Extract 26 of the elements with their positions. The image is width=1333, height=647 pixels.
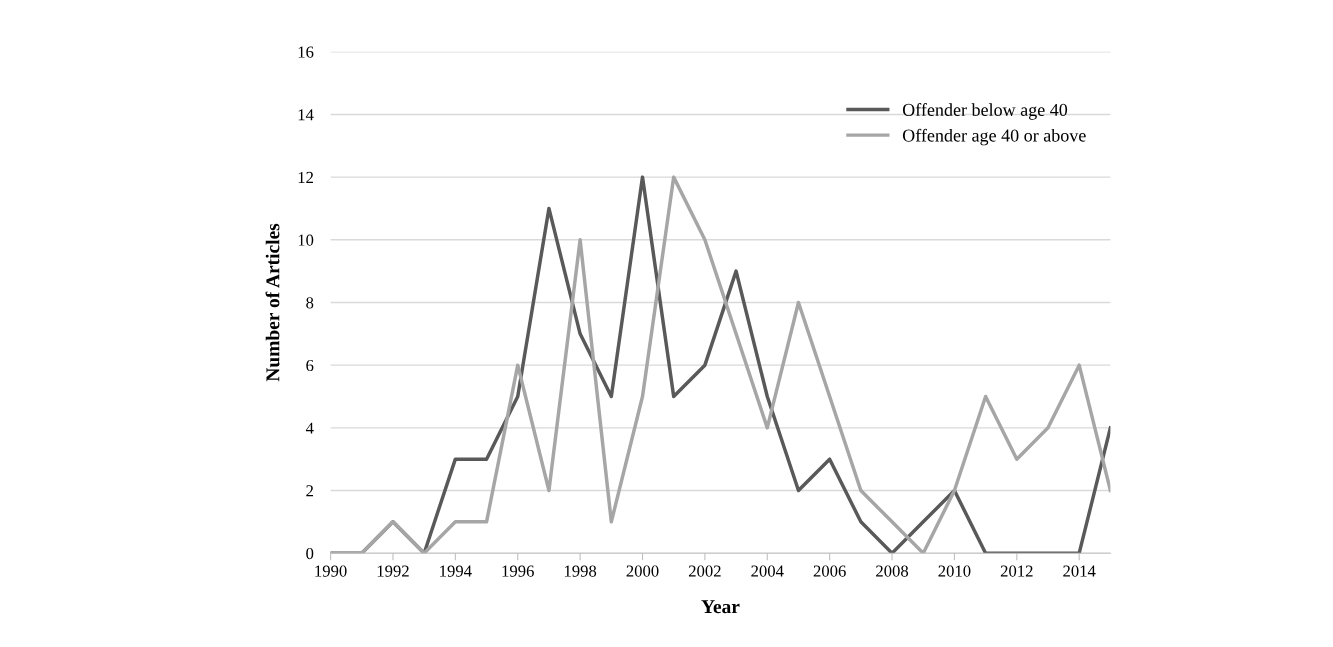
x-tick-label: 2010 <box>938 565 971 577</box>
y-tick-label: 10 <box>298 234 314 246</box>
y-tick-label: 14 <box>298 109 314 121</box>
y-tick-label: 4 <box>305 422 314 434</box>
x-tick-label: 1996 <box>502 565 534 577</box>
x-tick-label: 2008 <box>876 565 909 577</box>
legend-label: Offender below age 40 <box>902 103 1068 120</box>
y-tick-label: 12 <box>298 171 313 183</box>
x-tick-label: 2014 <box>1063 565 1096 577</box>
x-tick-label: 1998 <box>564 565 597 577</box>
legend-label: Offender age 40 or above <box>902 128 1086 146</box>
y-tick-label: 2 <box>306 485 313 497</box>
y-tick-label: 8 <box>306 297 314 309</box>
y-tick-label: 0 <box>306 547 314 560</box>
x-axis-title: Year <box>701 600 740 614</box>
x-tick-label: 1992 <box>377 565 409 577</box>
x-tick-label: 2000 <box>626 565 659 577</box>
x-tick-label: 1994 <box>440 565 472 577</box>
x-tick-label: 1990 <box>315 565 347 577</box>
y-tick-label: 6 <box>306 359 314 372</box>
y-tick-label: 16 <box>298 46 314 58</box>
y-axis-title: Number of Articles <box>265 223 280 382</box>
x-tick-label: 2006 <box>813 565 846 577</box>
x-tick-label: 2002 <box>688 565 721 577</box>
x-tick-label: 2012 <box>1000 565 1033 577</box>
x-tick-label: 2004 <box>751 565 784 577</box>
